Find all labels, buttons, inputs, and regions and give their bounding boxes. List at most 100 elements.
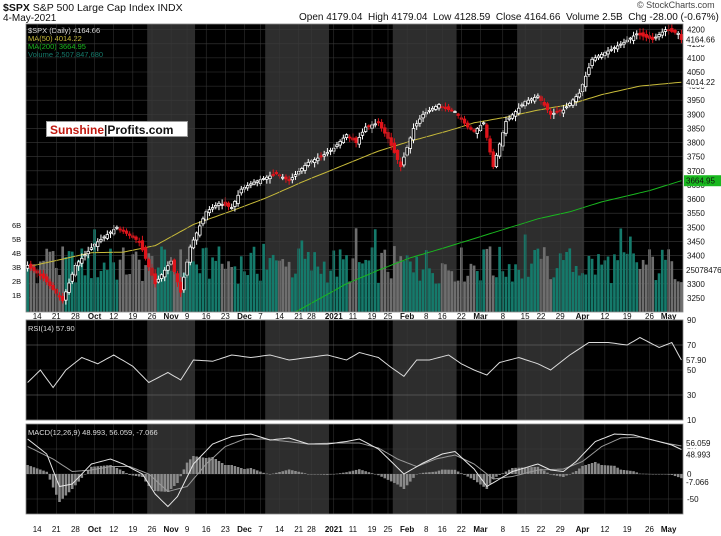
macd-hist-last-label: -7.066	[686, 478, 709, 487]
macd-histogram-bar	[106, 465, 109, 474]
volume-bar	[542, 247, 546, 312]
candle-body	[61, 296, 65, 302]
candle-body	[510, 114, 515, 119]
x-tick-label-bottom: 23	[221, 525, 230, 534]
candle-body	[86, 250, 90, 255]
candle-body	[268, 175, 272, 180]
macd-histogram-bar	[447, 469, 450, 474]
price-tick-label: 3850	[687, 124, 705, 133]
candle-body	[67, 282, 71, 293]
x-tick-label-bottom: 2021	[325, 525, 343, 534]
candle-body	[399, 161, 403, 167]
volume-bar	[526, 276, 530, 312]
macd-histogram-bar	[606, 465, 610, 474]
volume-bar	[367, 260, 371, 312]
macd-histogram-bar	[581, 466, 584, 474]
macd-histogram-bar	[558, 474, 562, 477]
volume-bar	[676, 281, 680, 312]
candle-body	[529, 98, 534, 101]
candle-body	[635, 33, 639, 36]
macd-histogram-bar	[670, 474, 674, 475]
macd-histogram-bar	[396, 474, 399, 485]
volume-bar	[389, 278, 393, 312]
macd-histogram-bar	[507, 469, 511, 474]
candle-body	[194, 232, 199, 241]
macd-histogram-bar	[530, 467, 533, 474]
volume-bar	[578, 275, 581, 312]
price-tick-label: 4100	[687, 54, 705, 63]
macd-histogram-bar	[498, 474, 501, 475]
macd-histogram-bar	[163, 474, 167, 492]
macd-histogram-bar	[654, 474, 658, 475]
candle-body	[568, 102, 572, 106]
macd-histogram-bar	[629, 470, 632, 474]
macd-histogram-bar	[262, 472, 265, 474]
candle-body	[526, 99, 530, 104]
price-tick-label: 3500	[687, 223, 705, 232]
volume-bar	[507, 264, 511, 312]
macd-histogram-bar	[393, 474, 396, 483]
volume-bar	[670, 261, 674, 312]
x-tick-label-bottom: 8	[424, 525, 429, 534]
macd-histogram-bar	[345, 472, 348, 474]
macd-histogram-bar	[680, 474, 683, 479]
macd-histogram-bar	[236, 467, 240, 474]
candle-body	[481, 122, 486, 125]
macd-histogram-bar	[373, 474, 377, 475]
candle-body	[660, 31, 664, 36]
volume-bar	[354, 228, 358, 312]
candle-body	[127, 233, 132, 236]
candle-body	[328, 149, 333, 152]
candle-body	[574, 96, 578, 103]
candle-body	[249, 183, 253, 186]
candle-body	[147, 259, 151, 268]
volume-bar	[635, 262, 639, 312]
volume-tick-label: 2B	[12, 277, 21, 286]
x-tick-label-bottom: 21	[294, 525, 303, 534]
macd-histogram-bar	[542, 470, 546, 474]
macd-histogram-bar	[418, 473, 422, 474]
macd-histogram-bar	[176, 474, 179, 483]
macd-histogram-bar	[179, 474, 182, 477]
macd-label: MACD(12,26,9) 48.993, 56.059, -7.066	[28, 428, 158, 437]
x-tick-label: Mar	[473, 312, 487, 321]
candle-body	[210, 207, 215, 210]
macd-histogram-bar	[150, 474, 154, 489]
volume-bar	[587, 255, 591, 312]
chart-date: 4-May-2021	[3, 13, 57, 24]
volume-bar	[463, 281, 466, 312]
macd-histogram-bar	[460, 473, 463, 474]
macd-histogram-bar	[342, 472, 345, 474]
macd-histogram-bar	[476, 474, 479, 483]
candle-body	[453, 111, 457, 113]
macd-histogram-bar	[303, 473, 307, 474]
macd-histogram-bar	[198, 457, 202, 474]
price-tick-label: 3400	[687, 252, 705, 261]
candle-body	[236, 194, 240, 204]
candle-body	[137, 240, 141, 243]
macd-histogram-bar	[67, 474, 71, 493]
x-tick-label-bottom: 12	[600, 525, 609, 534]
price-tick-label: 3750	[687, 153, 705, 162]
volume-bar	[294, 273, 297, 312]
volume-bar	[562, 260, 565, 312]
macd-histogram-bar	[233, 466, 237, 474]
candle-body	[584, 75, 588, 88]
rsi-last-label: 57.90	[686, 356, 707, 365]
x-tick-label: Oct	[88, 312, 102, 321]
rsi-last-marker	[684, 354, 721, 366]
price-tick-label: 3250	[687, 294, 705, 303]
volume-bar	[83, 275, 87, 312]
x-tick-label: Nov	[164, 312, 180, 321]
volume-bar	[252, 246, 256, 312]
macd-histogram-bar	[415, 474, 418, 475]
volume-bar	[217, 246, 221, 312]
macd-histogram-bar	[479, 474, 482, 485]
volume-bar	[300, 240, 304, 312]
candle-body	[64, 291, 68, 301]
candle-body	[619, 43, 623, 46]
macd-histogram-bar	[354, 469, 358, 474]
macd-histogram-bar	[466, 474, 469, 477]
volume-bar	[590, 258, 594, 312]
volume-bar	[504, 276, 508, 312]
